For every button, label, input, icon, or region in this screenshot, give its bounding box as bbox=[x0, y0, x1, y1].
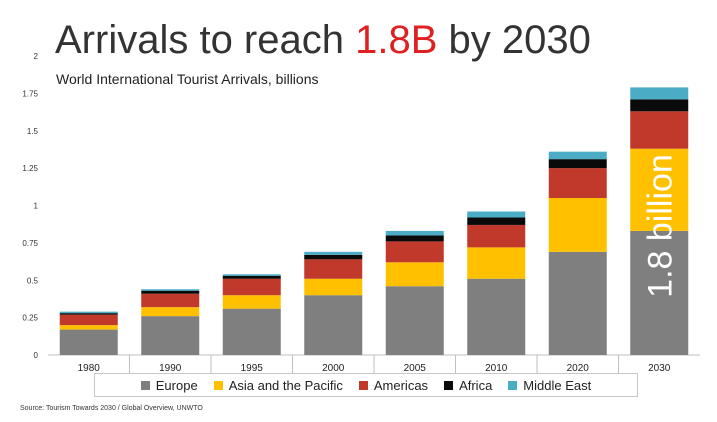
legend-label-middle-east: Middle East bbox=[523, 377, 592, 393]
bar-americas-2030 bbox=[630, 111, 689, 149]
bar-europe-1980 bbox=[59, 329, 118, 355]
bar-asia-and-the-pacific-2005 bbox=[385, 262, 444, 287]
legend-swatch-americas bbox=[358, 380, 368, 390]
chart-title-prefix: Arrivals to reach bbox=[55, 18, 356, 62]
bar-asia-and-the-pacific-2000 bbox=[304, 278, 363, 296]
legend-swatch-middle-east bbox=[508, 380, 518, 390]
bar-americas-2020 bbox=[548, 168, 607, 199]
y-tick-label: 0.25 bbox=[22, 314, 38, 323]
x-tick-label: 1995 bbox=[241, 363, 264, 374]
bar-americas-2010 bbox=[467, 224, 526, 248]
x-tick-label: 2020 bbox=[567, 363, 590, 374]
bar-middle-east-2000 bbox=[304, 251, 363, 255]
bar-middle-east-2030 bbox=[630, 87, 689, 100]
legend-label-europe: Europe bbox=[155, 377, 198, 393]
bar-middle-east-2020 bbox=[548, 151, 607, 160]
y-tick-label: 1.25 bbox=[22, 164, 38, 173]
y-tick-label: 0.5 bbox=[27, 276, 39, 285]
x-tick-label: 1990 bbox=[159, 363, 182, 374]
bar-americas-1995 bbox=[222, 278, 281, 296]
bar-americas-2005 bbox=[385, 241, 444, 263]
bar-asia-and-the-pacific-1995 bbox=[222, 295, 281, 309]
bar-africa-2005 bbox=[385, 235, 444, 242]
bar-africa-1990 bbox=[141, 290, 200, 294]
x-tick-label: 1980 bbox=[78, 363, 101, 374]
bar-africa-2000 bbox=[304, 254, 363, 260]
x-tick-label: 2030 bbox=[648, 363, 671, 374]
bar-europe-2030 bbox=[630, 230, 689, 355]
bar-middle-east-2005 bbox=[385, 230, 444, 236]
bar-middle-east-1990 bbox=[141, 289, 200, 291]
legend-item-asia-pacific: Asia and the Pacific bbox=[213, 377, 343, 393]
legend-item-europe: Europe bbox=[140, 377, 198, 393]
bar-europe-2005 bbox=[385, 286, 444, 355]
y-tick-label: 0 bbox=[34, 351, 39, 360]
bar-europe-1990 bbox=[141, 316, 200, 355]
bar-asia-and-the-pacific-2030 bbox=[630, 148, 689, 231]
bar-europe-2020 bbox=[548, 251, 607, 355]
chart-title: Arrivals to reach 1.8B by 2030 bbox=[55, 20, 591, 60]
bar-africa-2010 bbox=[467, 217, 526, 225]
bar-middle-east-1995 bbox=[222, 274, 281, 276]
y-tick-label: 2 bbox=[34, 52, 39, 61]
bar-africa-1995 bbox=[222, 275, 281, 279]
bar-africa-2030 bbox=[630, 99, 689, 112]
y-tick-label: 1.75 bbox=[22, 89, 38, 98]
bar-asia-and-the-pacific-2010 bbox=[467, 247, 526, 279]
legend-swatch-europe bbox=[140, 380, 150, 390]
legend-item-americas: Americas bbox=[358, 377, 429, 393]
bar-europe-1995 bbox=[222, 308, 281, 355]
y-tick-label: 0.75 bbox=[22, 239, 38, 248]
legend-swatch-asia-pacific bbox=[213, 380, 223, 390]
bar-europe-2000 bbox=[304, 295, 363, 355]
legend-label-americas: Americas bbox=[373, 377, 429, 393]
chart-legend: Europe Asia and the Pacific Americas Afr… bbox=[94, 373, 638, 397]
chart-title-highlight: 1.8B bbox=[355, 18, 438, 62]
x-tick-label: 2000 bbox=[322, 363, 345, 374]
bar-africa-1980 bbox=[59, 313, 118, 315]
bar-europe-2010 bbox=[467, 278, 526, 355]
bar-americas-1990 bbox=[141, 293, 200, 308]
source-note: Source: Tourism Towards 2030 / Global Ov… bbox=[20, 405, 203, 412]
x-tick-label: 2010 bbox=[485, 363, 508, 374]
bar-asia-and-the-pacific-1990 bbox=[141, 307, 200, 317]
y-tick-label: 1.5 bbox=[27, 127, 39, 136]
bar-middle-east-1980 bbox=[59, 311, 118, 314]
chart-annotation: 1.8 billion bbox=[641, 154, 679, 298]
bar-americas-1980 bbox=[59, 314, 118, 326]
legend-swatch-africa bbox=[444, 380, 454, 390]
bar-asia-and-the-pacific-2020 bbox=[548, 198, 607, 252]
legend-label-africa: Africa bbox=[459, 377, 493, 393]
chart-title-suffix: by 2030 bbox=[437, 18, 591, 62]
legend-item-africa: Africa bbox=[444, 378, 492, 393]
chart-subtitle: World International Tourist Arrivals, bi… bbox=[56, 71, 319, 87]
legend-item-middle-east: Middle East bbox=[508, 378, 591, 393]
bar-middle-east-2010 bbox=[467, 211, 526, 218]
legend-label-asia-pacific: Asia and the Pacific bbox=[228, 377, 343, 393]
y-tick-label: 1 bbox=[34, 202, 39, 211]
bar-asia-and-the-pacific-1980 bbox=[59, 325, 118, 330]
bar-americas-2000 bbox=[304, 259, 363, 279]
bar-africa-2020 bbox=[548, 159, 607, 169]
x-tick-label: 2005 bbox=[404, 363, 427, 374]
